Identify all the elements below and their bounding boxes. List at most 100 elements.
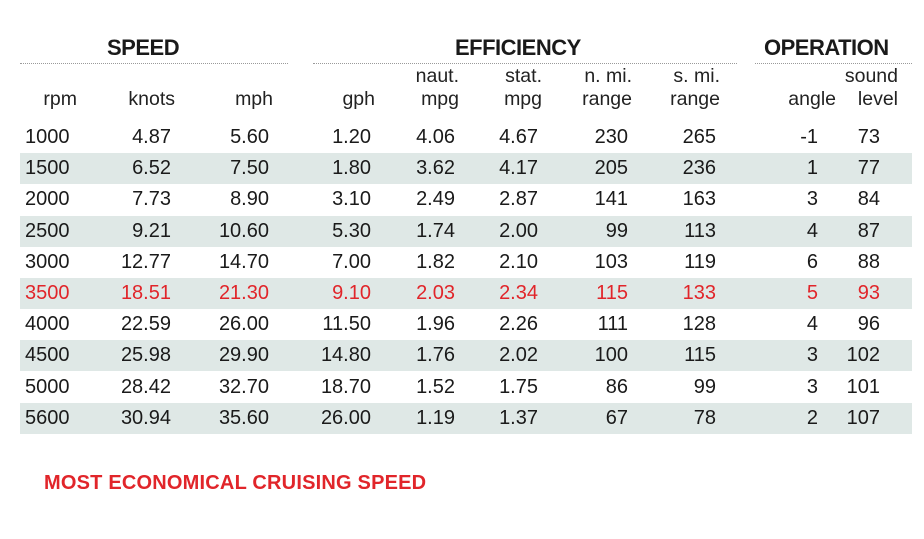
cell-s-mi-range: 133 [682,282,716,304]
cell-n-mi-range: 100 [594,344,628,366]
cell-knots: 18.51 [120,282,171,304]
cell-s-mi-range: 163 [682,188,716,210]
cell-mph: 21.30 [218,282,269,304]
cell-stat-mpg: 2.10 [499,251,538,273]
cell-mph: 5.60 [230,126,269,148]
cell-naut-mpg: 1.96 [416,313,455,335]
cell-naut-mpg: 3.62 [416,157,455,179]
cell-n-mi-range: 99 [605,220,628,242]
cell-n-mi-range: 115 [596,282,628,304]
column-header-n-mi-range: n. mi. [584,65,632,87]
cell-n-mi-range: 103 [594,251,628,273]
cell-gph: 26.00 [320,407,371,429]
cell-knots: 9.21 [132,220,171,242]
column-header-gph: gph [342,88,375,110]
cell-gph: 5.30 [332,220,371,242]
cell-rpm: 3000 [25,251,70,273]
cell-sound-level: 101 [846,376,880,398]
column-header-mph: mph [235,88,273,110]
operation-divider [755,63,912,64]
cell-knots: 6.52 [132,157,171,179]
cell-angle: 4 [806,220,818,242]
cell-s-mi-range: 115 [684,344,716,366]
cell-n-mi-range: 67 [605,407,628,429]
cell-knots: 22.59 [120,313,171,335]
cell-stat-mpg: 1.75 [499,376,538,398]
cell-gph: 18.70 [320,376,371,398]
cell-naut-mpg: 2.03 [416,282,455,304]
cell-gph: 9.10 [332,282,371,304]
cell-angle: 1 [806,157,818,179]
cell-stat-mpg: 2.34 [499,282,538,304]
cell-n-mi-range: 111 [597,313,628,335]
cell-mph: 7.50 [230,157,269,179]
column-header-stat-mpg: mpg [504,88,542,110]
cell-sound-level: 84 [857,188,880,210]
cell-angle: 5 [806,282,818,304]
column-header-knots: knots [128,88,175,110]
cell-naut-mpg: 1.52 [416,376,455,398]
cell-rpm: 5600 [25,407,70,429]
column-header-stat-mpg: stat. [505,65,542,87]
cell-mph: 26.00 [218,313,269,335]
column-header-s-mi-range: range [670,88,720,110]
cell-knots: 4.87 [132,126,171,148]
cell-naut-mpg: 1.74 [416,220,455,242]
cell-sound-level: 107 [846,407,880,429]
cell-stat-mpg: 4.67 [499,126,538,148]
cell-rpm: 2000 [25,188,70,210]
cell-angle: 6 [806,251,818,273]
cell-s-mi-range: 128 [682,313,716,335]
row-band [20,278,912,309]
cell-angle: -1 [800,126,818,148]
column-header-naut-mpg: mpg [421,88,459,110]
cell-stat-mpg: 2.00 [499,220,538,242]
cell-rpm: 1500 [25,157,70,179]
column-header-sound-level: level [857,88,898,110]
cell-sound-level: 73 [857,126,880,148]
cell-s-mi-range: 113 [684,220,716,242]
cell-mph: 35.60 [218,407,269,429]
cell-gph: 14.80 [320,344,371,366]
cell-naut-mpg: 4.06 [416,126,455,148]
speed-divider [20,63,288,64]
column-header-sound-level: sound [844,65,898,87]
cell-rpm: 3500 [25,282,70,304]
cell-s-mi-range: 236 [682,157,716,179]
cell-sound-level: 96 [857,313,880,335]
efficiency-divider [313,63,737,64]
cell-rpm: 5000 [25,376,70,398]
cell-stat-mpg: 2.87 [499,188,538,210]
cell-s-mi-range: 265 [682,126,716,148]
cell-angle: 3 [806,344,818,366]
group-header-efficiency: EFFICIENCY [455,35,581,60]
cell-sound-level: 88 [857,251,880,273]
column-header-angle: angle [788,88,836,110]
cell-gph: 3.10 [332,188,371,210]
cell-angle: 3 [806,376,818,398]
column-header-rpm: rpm [43,88,77,110]
cell-angle: 2 [806,407,818,429]
row-band [20,153,912,184]
cell-knots: 25.98 [120,344,171,366]
cell-stat-mpg: 2.02 [499,344,538,366]
cell-mph: 14.70 [218,251,269,273]
cell-mph: 10.60 [218,220,269,242]
cell-n-mi-range: 141 [594,188,628,210]
cell-sound-level: 77 [857,157,880,179]
column-header-naut-mpg: naut. [415,65,459,87]
column-header-n-mi-range: range [582,88,632,110]
cell-knots: 12.77 [120,251,171,273]
cell-rpm: 4000 [25,313,70,335]
cell-knots: 30.94 [120,407,171,429]
column-header-s-mi-range: s. mi. [673,65,720,87]
footnote: MOST ECONOMICAL CRUISING SPEED [44,472,427,494]
group-header-operation: OPERATION [764,35,889,60]
cell-mph: 8.90 [230,188,269,210]
cell-rpm: 1000 [25,126,70,148]
cell-rpm: 2500 [25,220,70,242]
cell-s-mi-range: 119 [684,251,716,273]
cell-naut-mpg: 1.19 [416,407,455,429]
cell-stat-mpg: 1.37 [499,407,538,429]
cell-s-mi-range: 78 [693,407,716,429]
